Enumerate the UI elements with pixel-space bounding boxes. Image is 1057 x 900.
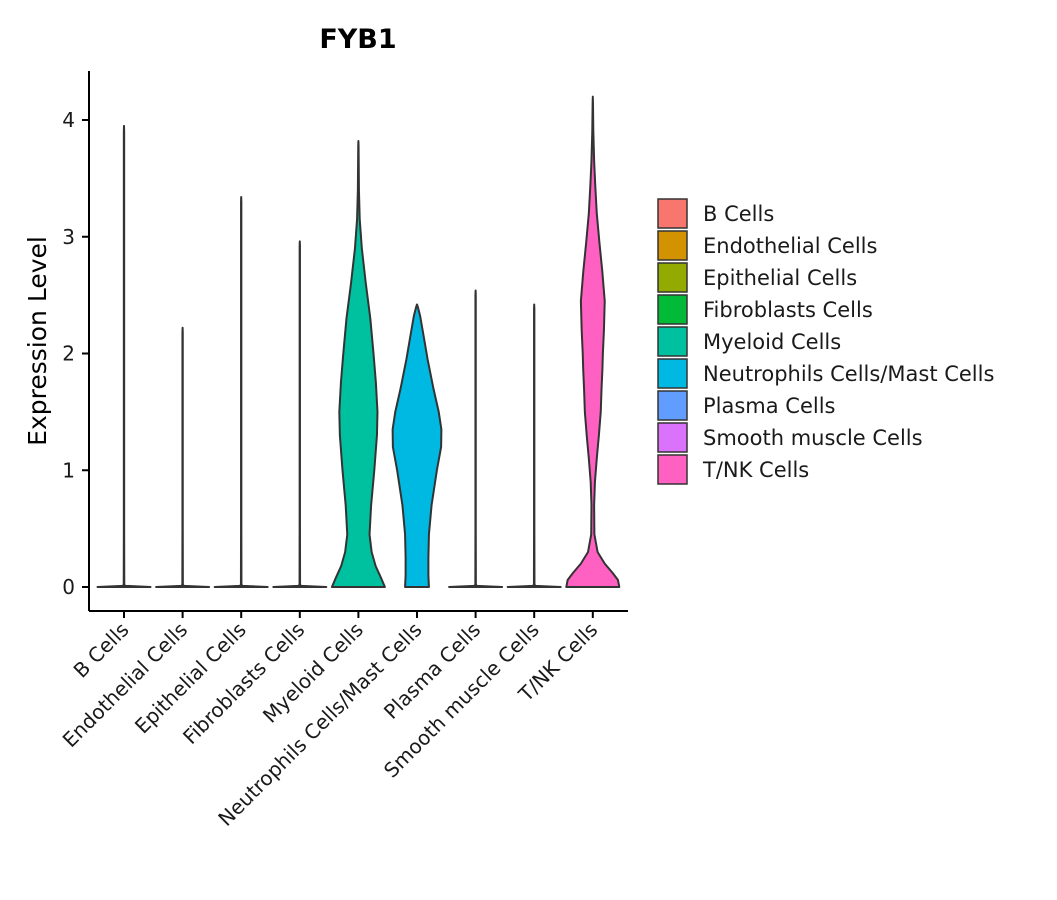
legend-label: Myeloid Cells [703, 330, 841, 354]
legend-key-fibroblasts-cells [657, 294, 688, 325]
legend-label: Plasma Cells [703, 394, 836, 418]
violin-fibroblasts-cells [272, 240, 328, 588]
y-tick-label: 3 [62, 225, 75, 249]
legend-key-t-nk-cells [657, 454, 688, 485]
legend-label: Smooth muscle Cells [703, 426, 923, 450]
violin-plasma-cells [448, 289, 504, 588]
violin-t-nk-cells [565, 95, 621, 588]
legend-key-plasma-cells [657, 390, 688, 421]
violin-b-cells [96, 124, 152, 588]
y-tick-label: 0 [62, 575, 75, 599]
y-tick-label: 2 [62, 342, 75, 366]
legend-label: T/NK Cells [702, 458, 809, 482]
y-tick-label: 1 [62, 458, 75, 482]
y-tick-label: 4 [62, 108, 75, 132]
legend-key-endothelial-cells [657, 230, 688, 261]
legend-label: Epithelial Cells [703, 266, 857, 290]
legend-label: Fibroblasts Cells [703, 298, 873, 322]
chart-title: FYB1 [319, 24, 396, 55]
legend-label: B Cells [703, 202, 774, 226]
violin-myeloid-cells [330, 140, 386, 588]
legend-key-b-cells [657, 198, 688, 229]
legend-label: Endothelial Cells [703, 234, 877, 258]
violin-smooth-muscle-cells [506, 303, 562, 588]
legend-key-smooth-muscle-cells [657, 422, 688, 453]
legend-key-neutrophils-cells-mast-cells [657, 358, 688, 389]
violin-epithelial-cells [213, 196, 269, 588]
legend-label: Neutrophils Cells/Mast Cells [703, 362, 994, 386]
legend-key-epithelial-cells [657, 262, 688, 293]
violin-neutrophils-cells-mast-cells [391, 303, 443, 588]
x-tick-label: Myeloid Cells [258, 618, 368, 728]
violin-endothelial-cells [155, 326, 211, 588]
y-axis-label: Expression Level [23, 236, 52, 446]
legend-key-myeloid-cells [657, 326, 688, 357]
legend: B Cells Endothelial Cells Epithelial Cells… [657, 198, 994, 485]
